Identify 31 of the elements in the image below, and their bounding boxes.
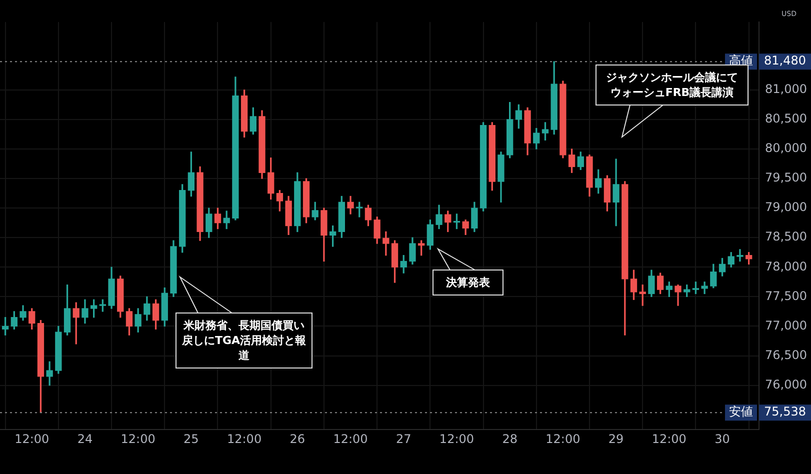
x-tick-label: 12:00 [546,432,580,446]
x-tick-label: 12:00 [439,432,474,446]
x-tick-label: 27 [396,432,412,446]
x-tick-label: 12:00 [120,432,156,446]
ref-line-label: 安値 75,538 [729,404,806,419]
y-tick-label: 80,000 [765,141,807,156]
y-tick-label: 78,000 [765,259,807,274]
x-tick-label: 29 [608,432,624,446]
x-tick-label: 24 [77,432,93,446]
y-tick-label: 76,000 [765,377,807,392]
y-tick-label: 81,000 [765,82,807,96]
y-tick-label: 79,000 [765,200,807,214]
annotation: ジャクソンホール会議にてウォーシュFRB議長講演 [606,70,738,99]
x-tick-label: 12:00 [652,432,686,446]
x-tick-label: 25 [184,432,199,446]
x-tick-label: 26 [290,432,306,446]
y-tick-label: 76,500 [765,348,807,362]
x-tick-label: 30 [714,432,730,446]
x-tick-label: 28 [502,432,518,446]
candlestick [701,282,708,294]
annotation: 米財務省、長期国債買い戻しにTGA活用検討と報道 [180,318,308,362]
x-tick-label: 12:00 [14,432,50,446]
y-tick-label: 78,500 [765,230,807,244]
y-tick-label: 80,500 [765,112,807,126]
x-tick-label: 12:00 [333,432,368,446]
annotation: 決算発表 [445,276,491,289]
x-tick-label: 12:00 [227,432,262,446]
y-tick-label: 77,500 [765,288,807,303]
y-tick-label: 77,000 [765,318,807,332]
candlestick [736,249,744,262]
y-tick-label: 79,500 [765,170,807,185]
